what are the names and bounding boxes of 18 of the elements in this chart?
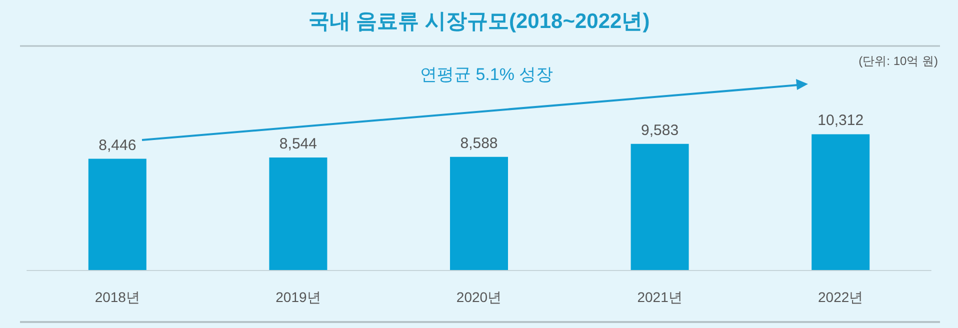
bar (269, 158, 328, 270)
x-tick-label: 2018년 (94, 289, 140, 305)
bar (812, 134, 870, 270)
x-tick-label: 2022년 (818, 289, 864, 305)
x-tick-label: 2021년 (637, 289, 682, 305)
data-label: 8,588 (460, 134, 498, 152)
bar (630, 144, 689, 270)
chart-title: 국내 음료류 시장규모(2018~2022년) (308, 10, 650, 33)
text: 연평균 5.1% 성장 (420, 65, 554, 84)
text: (단위: 10억 원) (858, 54, 938, 68)
data-label: 10,312 (818, 112, 864, 130)
data-label: 8,446 (98, 136, 136, 154)
bar (88, 158, 146, 270)
x-tick-label: 2020년 (456, 289, 502, 305)
data-label: 9,583 (641, 122, 679, 139)
bar (450, 156, 508, 270)
data-label: 8,544 (279, 136, 317, 153)
x-tick-label: 2019년 (276, 289, 321, 305)
